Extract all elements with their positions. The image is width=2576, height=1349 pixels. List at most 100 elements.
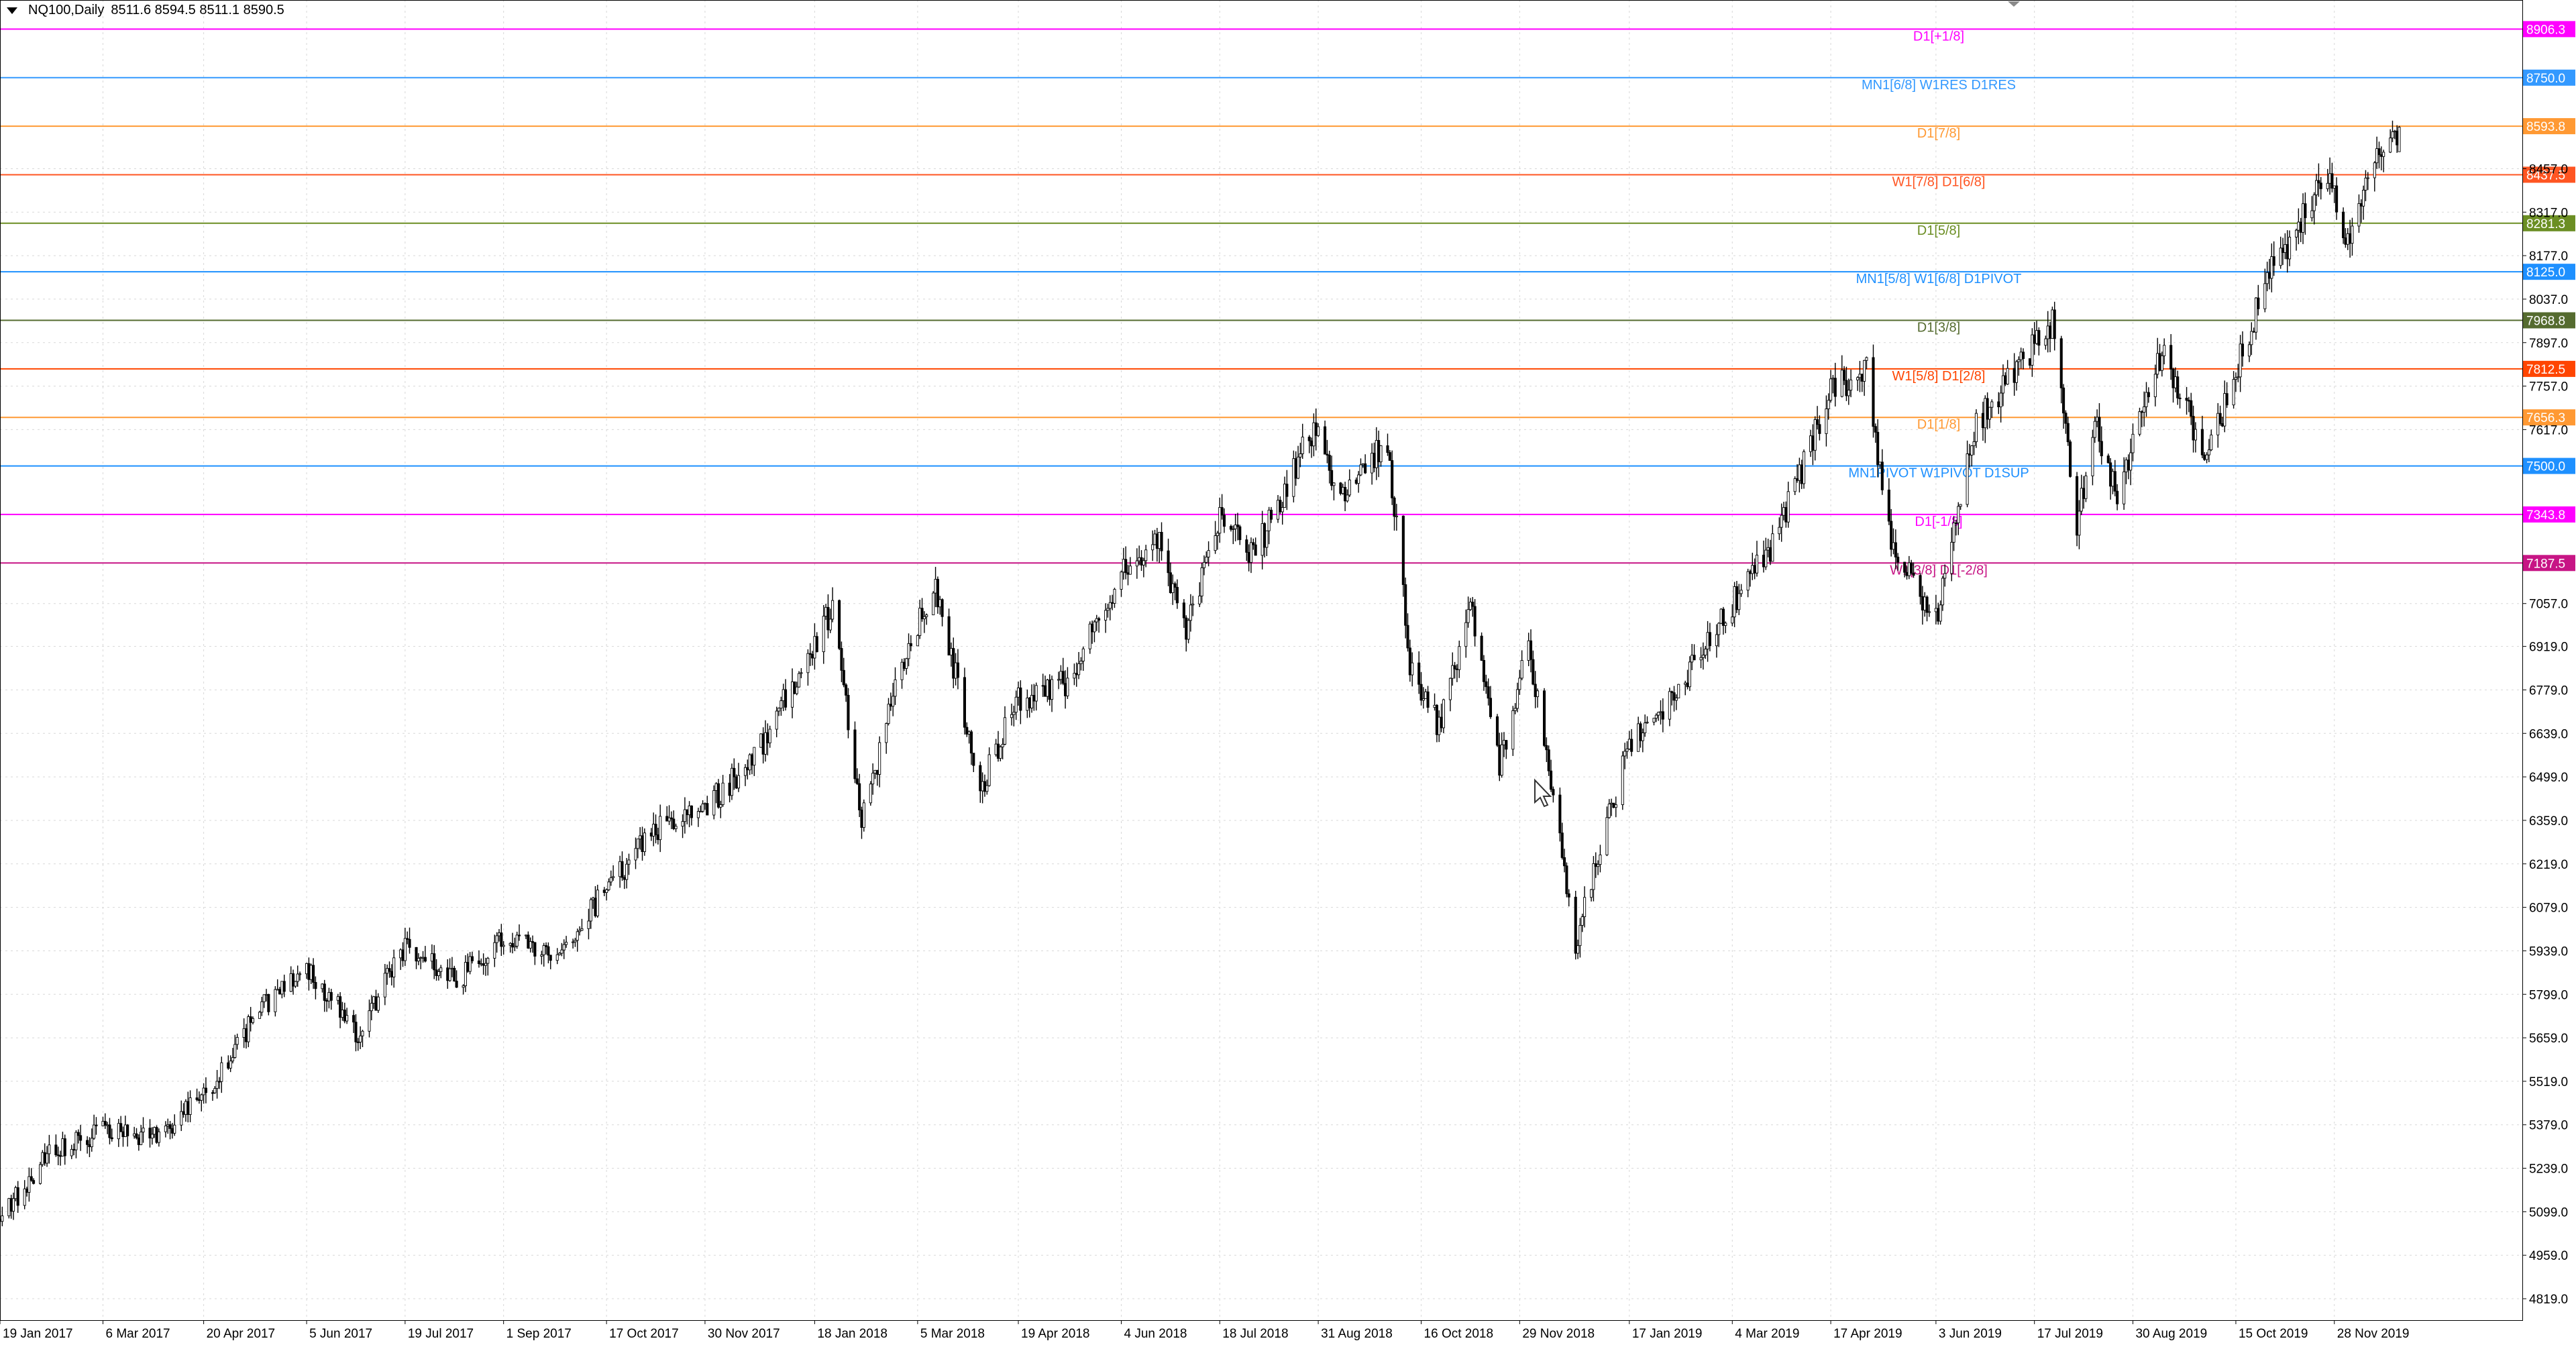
candle-body xyxy=(2096,417,2098,421)
price-axis-label: 5099.0 xyxy=(2529,1205,2568,1220)
candle-body xyxy=(315,982,317,988)
candle-body xyxy=(393,958,395,977)
candle-body xyxy=(973,753,975,765)
candle-body xyxy=(1599,855,1601,864)
candle-body xyxy=(1973,441,1975,445)
candle-body xyxy=(1691,655,1693,662)
candle-body xyxy=(1908,563,1910,576)
candle-body xyxy=(690,806,692,818)
candle-body xyxy=(355,1022,357,1042)
candle-body xyxy=(388,969,390,971)
candle-body xyxy=(576,932,578,940)
candle-body xyxy=(2257,298,2259,309)
candle-body xyxy=(252,1018,254,1022)
candle-body xyxy=(2038,331,2040,345)
price-axis-label: 8037.0 xyxy=(2529,293,2568,307)
candle-body xyxy=(767,733,769,743)
price-axis-label: 7057.0 xyxy=(2529,598,2568,612)
candle-body xyxy=(1393,498,1395,517)
collapse-triangle-icon[interactable] xyxy=(7,7,17,14)
date-axis-label: 1 Sep 2017 xyxy=(506,1327,572,1341)
candle-body xyxy=(525,935,527,936)
candle-body xyxy=(1281,507,1283,512)
candle-body xyxy=(2233,380,2235,405)
candle-body xyxy=(2190,400,2192,416)
candle-body xyxy=(1026,698,1028,710)
date-axis-label: 17 Apr 2019 xyxy=(1833,1327,1902,1341)
candle-body xyxy=(511,943,513,947)
candle-body xyxy=(2239,344,2241,377)
candle-body xyxy=(1919,576,1921,596)
candle-body xyxy=(715,784,717,790)
candle-body xyxy=(621,861,623,877)
candle-body xyxy=(1749,572,1751,574)
candle-body xyxy=(431,954,433,961)
candle-body xyxy=(1951,542,1953,574)
candle-body xyxy=(437,971,439,975)
candle-body xyxy=(1715,635,1717,646)
candle-body xyxy=(1960,504,1962,506)
candle-body xyxy=(753,747,755,765)
candle-body xyxy=(1159,532,1161,548)
candle-body xyxy=(25,1189,28,1192)
candle-body xyxy=(1778,527,1780,534)
candle-body xyxy=(1568,894,1570,897)
price-axis-label: 6779.0 xyxy=(2529,684,2568,698)
candle-body xyxy=(1581,917,1583,926)
candle-body xyxy=(1519,678,1521,690)
candle-body xyxy=(885,724,888,743)
candle-body xyxy=(174,1125,176,1133)
scroll-marker-icon[interactable] xyxy=(2008,1,2020,7)
candle-body xyxy=(1489,698,1491,717)
candle-body xyxy=(2210,435,2212,449)
candle-body xyxy=(2161,356,2163,370)
candle-body xyxy=(1935,608,1937,612)
candle-body xyxy=(653,824,655,837)
candle-body xyxy=(970,732,972,753)
candle-body xyxy=(44,1152,46,1163)
candle-body xyxy=(1105,610,1107,620)
candle-body xyxy=(417,959,419,961)
candle-body xyxy=(948,616,950,655)
candle-body xyxy=(1505,741,1507,749)
candle-body xyxy=(2392,131,2394,138)
candle-body xyxy=(2282,248,2284,253)
candle-body xyxy=(1205,557,1208,562)
candle-body xyxy=(1864,360,1866,381)
candle-body xyxy=(1543,691,1545,746)
date-axis-label: 19 Jan 2017 xyxy=(3,1327,73,1341)
candle-body xyxy=(1140,557,1142,565)
candle-body xyxy=(205,1088,207,1093)
candle-body xyxy=(2208,450,2210,455)
candle-body xyxy=(1638,724,1640,751)
candle-body xyxy=(957,663,959,678)
candle-body xyxy=(243,1028,245,1037)
candle-body xyxy=(1906,572,1908,576)
candle-body xyxy=(263,995,265,1002)
candle-body xyxy=(563,945,565,950)
candle-body xyxy=(845,685,847,695)
date-axis-label: 5 Jun 2017 xyxy=(309,1327,372,1341)
candle-body xyxy=(684,810,686,822)
candle-body xyxy=(1067,678,1069,696)
candle-body xyxy=(2186,398,2188,400)
candle-body xyxy=(1897,557,1899,562)
candle-body xyxy=(780,701,782,708)
candle-body xyxy=(986,786,988,792)
candle-body xyxy=(23,1189,25,1205)
candle-body xyxy=(596,890,598,916)
candle-body xyxy=(1161,532,1163,551)
candle-body xyxy=(1709,633,1711,646)
candle-body xyxy=(1472,602,1474,606)
candle-body xyxy=(2302,204,2304,233)
level-price-tag-text: 7968.8 xyxy=(2526,315,2565,329)
candle-body xyxy=(440,968,442,972)
candle-body xyxy=(2094,421,2096,437)
candle-body xyxy=(1405,585,1407,626)
candle-body xyxy=(847,695,849,730)
candle-body xyxy=(1317,427,1319,435)
candle-body xyxy=(1966,454,1968,504)
candle-body xyxy=(1819,425,1821,434)
